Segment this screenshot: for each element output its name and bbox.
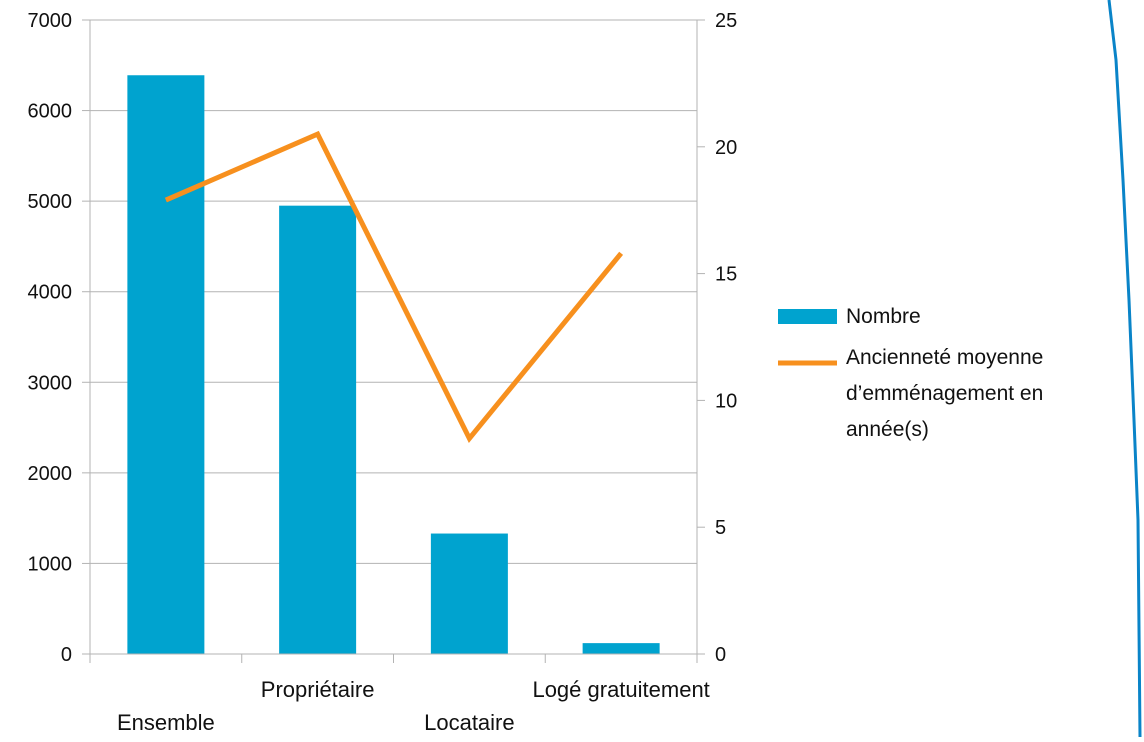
left-tick-label: 1000: [28, 553, 73, 575]
right-tick-label: 15: [715, 264, 737, 286]
category-label: Locataire: [424, 710, 515, 735]
left-tick-label: 2000: [28, 463, 73, 485]
category-label: Propriétaire: [261, 677, 375, 702]
category-labels: Ensemble Propriétaire Locataire Logé gratui…: [117, 677, 710, 735]
left-tick-label: 6000: [28, 101, 73, 123]
bar-3: [431, 534, 508, 654]
right-tick-label: 20: [715, 137, 737, 159]
right-axis-ticks: 0 5 10 15 20 25: [697, 10, 737, 666]
right-tick-label: 10: [715, 390, 737, 412]
bar-4: [583, 643, 660, 654]
right-tick-label: 5: [715, 517, 726, 539]
legend-label-nombre: Nombre: [846, 305, 921, 328]
decorative-edge-line: [1109, 0, 1140, 737]
right-tick-label: 25: [715, 10, 737, 32]
line-series: [166, 134, 621, 439]
bar-1: [127, 75, 204, 654]
left-tick-label: 7000: [28, 10, 73, 32]
left-tick-label: 4000: [28, 282, 73, 304]
bar-2: [279, 206, 356, 654]
category-label: Logé gratuitement: [532, 677, 709, 702]
legend-label-anciennete-line-3: année(s): [846, 418, 929, 441]
line-anciennete: [166, 134, 621, 438]
decoration: [1109, 0, 1140, 737]
left-tick-label: 5000: [28, 191, 73, 213]
left-tick-label: 3000: [28, 372, 73, 394]
legend-label-anciennete-line-1: Ancienneté moyenne: [846, 346, 1043, 369]
legend: Nombre Ancienneté moyenne d’emménagement e…: [778, 305, 1043, 441]
left-tick-label: 0: [61, 644, 72, 666]
bars: [127, 75, 659, 654]
right-tick-label: 0: [715, 644, 726, 666]
category-label: Ensemble: [117, 710, 215, 735]
left-axis-ticks: 0 1000 2000 3000 4000 5000 6000 7000: [28, 10, 91, 666]
legend-swatch-nombre: [778, 309, 837, 324]
legend-label-anciennete-line-2: d’emménagement en: [846, 382, 1043, 405]
